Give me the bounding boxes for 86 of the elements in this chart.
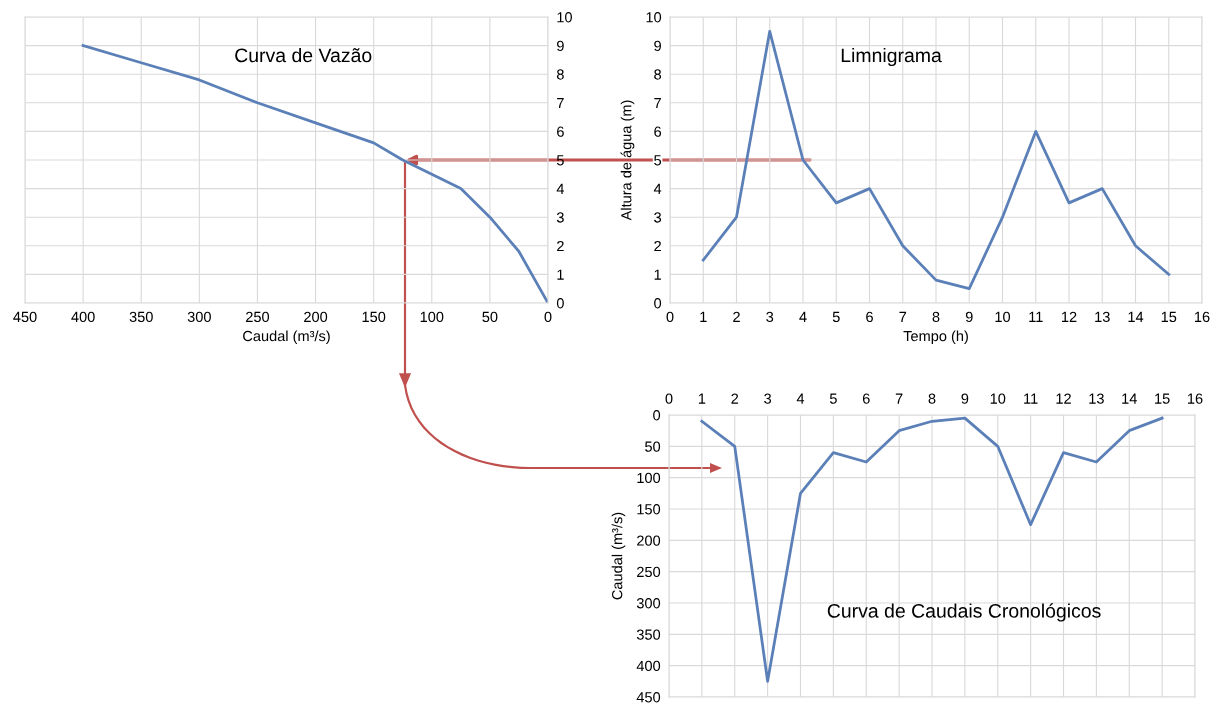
x-tick-label: 6 — [866, 311, 873, 323]
x-tick-label: 4 — [799, 311, 807, 322]
y-tick-label: 150 — [637, 504, 661, 515]
y-tick-label: 7 — [654, 98, 661, 109]
x-tick-label: 12 — [1056, 393, 1071, 404]
x-tick-label: 300 — [187, 311, 211, 323]
y-tick-label: 2 — [557, 240, 564, 252]
x-tick-label: 14 — [1128, 311, 1144, 322]
x-tick-label: 50 — [482, 311, 498, 323]
x-tick-label: 4 — [796, 393, 805, 404]
line-series — [701, 29, 1171, 291]
x-tick-label: 5 — [829, 393, 837, 404]
x-tick-label: 250 — [246, 311, 270, 323]
y-tick-label: 8 — [654, 69, 662, 80]
x-tick-label: 2 — [733, 311, 740, 322]
x-tick-label: 350 — [129, 311, 153, 323]
y-tick-label: 5 — [654, 155, 662, 166]
x-tick-label: 14 — [1122, 393, 1137, 404]
y-tick-label: 3 — [654, 212, 662, 223]
y-tick-label: 2 — [654, 240, 661, 252]
x-tick-label: 13 — [1089, 393, 1104, 404]
y-tick-label: 9 — [557, 40, 564, 52]
y-tick-label: 1 — [654, 269, 661, 280]
x-tick-label: 11 — [1024, 393, 1038, 404]
x-tick-label: 11 — [1029, 311, 1043, 322]
y-tick-label: 350 — [636, 629, 661, 640]
y-tick-label: 100 — [637, 472, 661, 484]
text: Limnigrama — [841, 47, 942, 67]
y-tick-label: 4 — [653, 183, 662, 194]
x-tick-label: 9 — [961, 393, 969, 404]
y-tick-label: 8 — [556, 69, 564, 80]
y-tick-label: 200 — [637, 535, 661, 546]
y-tick-label: 9 — [654, 40, 661, 52]
x-tick-label: 3 — [764, 393, 772, 404]
y-axis-title: Caudal (m³/s) — [611, 512, 626, 600]
x-tick-label: 3 — [766, 311, 774, 323]
x-tick-label: 13 — [1095, 311, 1110, 323]
x-tick-label: 10 — [990, 393, 1006, 404]
x-tick-label: 450 — [13, 311, 37, 323]
text: Curva de Vazão — [235, 47, 372, 63]
text: Curva de Caudais Cronológicos — [827, 603, 1101, 622]
y-tick-label: 3 — [556, 212, 564, 223]
x-tick-label: 150 — [362, 311, 386, 323]
x-tick-label: 7 — [899, 311, 907, 322]
x-tick-label: 7 — [895, 393, 903, 404]
x-tick-label: 200 — [304, 311, 328, 323]
x-tick-label: 12 — [1062, 311, 1077, 322]
y-tick-label: 7 — [557, 98, 564, 109]
x-tick-label: 9 — [965, 311, 973, 323]
x-tick-label: 0 — [666, 311, 674, 323]
x-tick-label: 16 — [1188, 393, 1203, 404]
y-tick-label: 6 — [654, 126, 662, 137]
x-tick-label: 6 — [862, 393, 870, 404]
x-tick-label: 15 — [1155, 393, 1170, 404]
y-tick-label: 5 — [556, 155, 564, 166]
y-tick-label: 1 — [557, 269, 564, 280]
y-tick-label: 0 — [653, 410, 661, 421]
y-tick-label: 6 — [557, 126, 564, 137]
x-tick-label: 10 — [995, 311, 1011, 323]
y-axis-title: Altura de água (m) — [620, 100, 635, 221]
y-tick-label: 250 — [637, 566, 661, 578]
y-tick-label: 450 — [636, 692, 661, 703]
y-tick-label: 300 — [636, 598, 661, 609]
x-tick-label: 400 — [71, 311, 95, 323]
x-tick-label: 8 — [932, 311, 940, 323]
y-tick-label: 10 — [646, 12, 662, 23]
y-tick-label: 400 — [636, 660, 661, 672]
x-axis-title: Tempo (h) — [903, 330, 968, 345]
x-tick-label: 0 — [544, 311, 552, 323]
y-tick-label: 50 — [645, 441, 661, 452]
y-tick-label: 0 — [556, 298, 564, 309]
x-tick-label: 1 — [700, 311, 707, 322]
line-series — [81, 44, 548, 303]
y-tick-label: 4 — [556, 183, 565, 194]
x-axis-title: Caudal (m³/s) — [243, 330, 330, 345]
x-tick-label: 15 — [1161, 311, 1177, 323]
x-tick-label: 16 — [1195, 311, 1210, 323]
x-tick-label: 1 — [698, 393, 706, 404]
y-tick-label: 0 — [654, 298, 662, 309]
line-series — [700, 416, 1164, 683]
x-tick-label: 0 — [665, 393, 673, 404]
x-tick-label: 8 — [928, 393, 936, 404]
x-tick-label: 100 — [420, 311, 444, 323]
x-tick-label: 5 — [832, 311, 840, 323]
x-tick-label: 2 — [731, 393, 739, 404]
y-tick-label: 10 — [557, 12, 572, 23]
